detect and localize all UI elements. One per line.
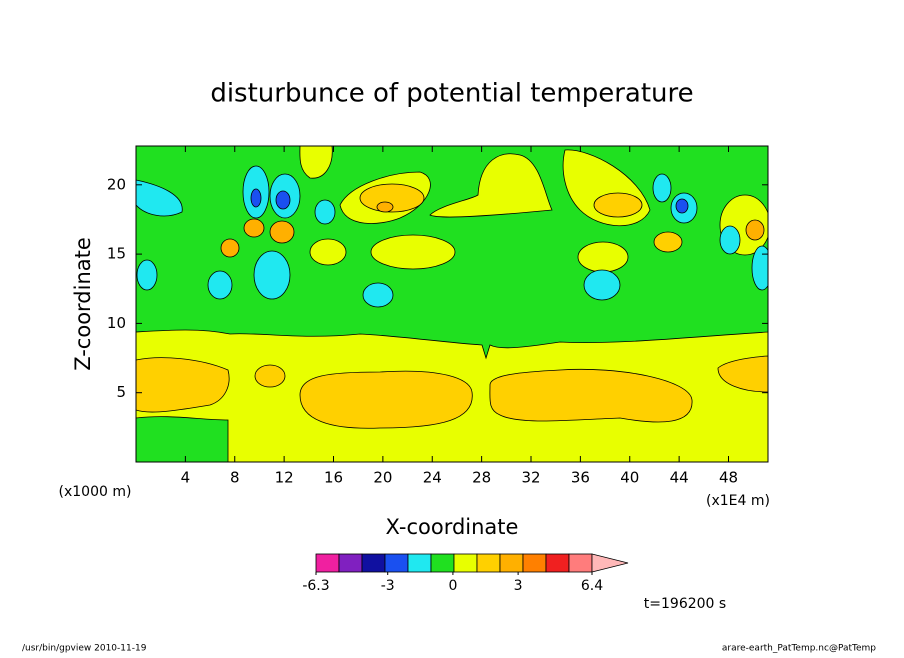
contour-region — [489, 368, 693, 423]
contour-region — [751, 245, 768, 291]
x-tick-label: 24 — [423, 469, 442, 487]
colorbar-box — [499, 553, 524, 573]
contour-region — [299, 370, 473, 429]
contour-region — [254, 364, 286, 388]
contour-region — [269, 220, 295, 244]
x-tick-label: 28 — [472, 469, 491, 487]
y-tick-label: 5 — [116, 383, 126, 401]
plot-frame — [135, 145, 769, 463]
time-label: t=196200 s — [644, 596, 726, 612]
contour-region — [136, 416, 229, 462]
colorbar-box — [430, 553, 455, 573]
contour-region — [136, 357, 230, 413]
x-tick-label: 40 — [620, 469, 639, 487]
contour-region — [207, 270, 233, 300]
x-tick-label: 48 — [719, 469, 738, 487]
x-unit-label: (x1E4 m) — [706, 493, 770, 509]
contour-region — [719, 225, 741, 255]
chart-title: disturbunce of potential temperature — [210, 79, 693, 109]
colorbar-tick-label: 0 — [448, 578, 457, 594]
contour-region — [362, 282, 394, 308]
contour-region — [429, 153, 553, 218]
y-tick-label: 10 — [107, 314, 126, 332]
contour-region — [359, 183, 425, 213]
colorbar-tick-label: 3 — [514, 578, 523, 594]
x-tick-label: 20 — [373, 469, 392, 487]
contour-region — [309, 238, 347, 266]
colorbar-box — [568, 553, 593, 573]
footer-right: arare-earth_PatTemp.nc@PatTemp — [722, 644, 876, 654]
colorbar-box — [338, 553, 363, 573]
colorbar-box — [545, 553, 570, 573]
contour-region — [583, 269, 621, 301]
contour-region — [376, 201, 394, 213]
x-axis-label: X-coordinate — [386, 515, 519, 539]
colorbar-tick-label: -3 — [381, 578, 395, 594]
contour-region — [745, 219, 765, 241]
contour-region — [250, 188, 262, 208]
colorbar-extend — [591, 553, 629, 573]
contour-region — [253, 250, 291, 300]
contour-region — [717, 355, 768, 393]
x-tick-label: 32 — [521, 469, 540, 487]
contour-region — [675, 198, 689, 214]
y-axis-label: Z-coordinate — [71, 237, 95, 371]
x-tick-label: 4 — [181, 469, 191, 487]
contour-region — [653, 231, 683, 253]
contour-region — [652, 173, 672, 203]
contour-region — [370, 234, 456, 270]
colorbar-box — [476, 553, 501, 573]
colorbar-tick-label: 6.4 — [581, 578, 603, 594]
x-tick-label: 36 — [571, 469, 590, 487]
y-tick-label: 20 — [107, 175, 126, 193]
colorbar-box — [522, 553, 547, 573]
y-unit-label: (x1000 m) — [59, 484, 132, 500]
x-tick-label: 16 — [324, 469, 343, 487]
colorbar-box — [361, 553, 386, 573]
x-tick-label: 44 — [670, 469, 689, 487]
contour-region — [299, 146, 333, 179]
contour-region — [593, 192, 643, 218]
contour-region — [275, 190, 291, 210]
contour-region — [243, 218, 265, 238]
colorbar-box — [384, 553, 409, 573]
contour-region — [577, 241, 629, 273]
x-tick-label: 8 — [230, 469, 240, 487]
colorbar-box — [315, 553, 340, 573]
footer-left: /usr/bin/gpview 2010-11-19 — [22, 644, 147, 654]
colorbar-box — [453, 553, 478, 573]
contour-region — [136, 179, 183, 217]
contour-region — [220, 238, 240, 258]
contour-field — [135, 145, 769, 463]
contour-region — [314, 199, 336, 225]
contour-region — [136, 259, 158, 291]
y-tick-label: 15 — [107, 245, 126, 263]
colorbar-tick-label: -6.3 — [302, 578, 329, 594]
colorbar-box — [407, 553, 432, 573]
x-tick-label: 12 — [275, 469, 294, 487]
